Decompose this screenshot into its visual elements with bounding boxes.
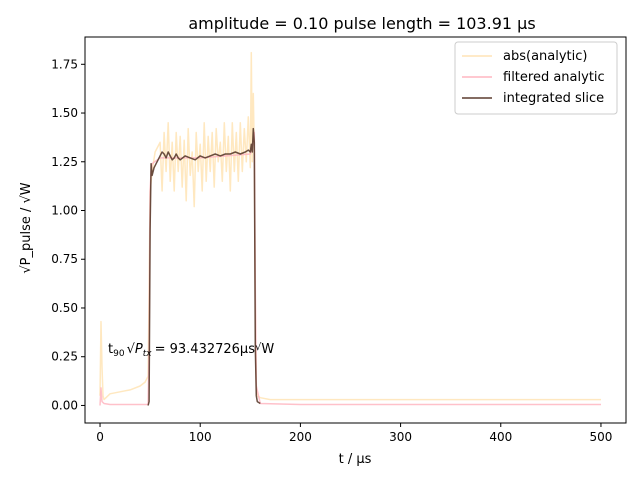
annot-p: P (135, 342, 143, 357)
x-axis-label: t / μs (339, 452, 372, 467)
chart-title: amplitude = 0.10 pulse length = 103.91 μ… (188, 14, 535, 33)
plot-area: 0 100 200 300 400 500 0.00 0.25 0.50 0.75 1.00 1.2… (51, 36, 627, 444)
y-tick-label: 1.00 (51, 204, 78, 218)
series-line-integrated-slice (147, 127, 261, 406)
legend-label: filtered analytic (503, 70, 605, 85)
legend-label: abs(analytic) (503, 49, 587, 64)
y-axis-label-text: √P_pulse / √W (19, 182, 34, 273)
annot-sqrt: √ (127, 342, 136, 357)
legend: abs(analytic) filtered analytic integrated… (454, 41, 618, 115)
annot-unit-sqrt: √ (255, 342, 262, 353)
y-tick-label: 0.75 (51, 252, 78, 266)
series-line-filtered-analytic (99, 131, 601, 406)
x-tick-label: 200 (289, 430, 312, 444)
y-tick-label: 0.25 (51, 350, 78, 364)
t90-annotation: t90 √Ptx = 93.432726μs√W (108, 342, 274, 359)
t90-annotation-text: t90 √Ptx = 93.432726μs√W (108, 342, 274, 359)
annot-p-sub: tx (143, 349, 153, 359)
y-tick-label: 1.50 (51, 106, 78, 120)
y-tick-label: 1.75 (51, 57, 78, 71)
x-axis-ticks: 0 100 200 300 400 500 (96, 423, 612, 444)
x-tick-label: 0 (96, 430, 104, 444)
x-tick-label: 500 (590, 430, 613, 444)
x-tick-label: 100 (189, 430, 212, 444)
x-tick-label: 400 (489, 430, 512, 444)
series-layer (99, 51, 601, 406)
legend-label: integrated slice (503, 91, 604, 106)
legend-box (454, 41, 618, 115)
annot-value: = 93.432726μs (155, 342, 256, 357)
annot-t: t (108, 342, 113, 357)
annot-t-sub: 90 (113, 349, 125, 359)
y-axis-label: √P_pulse / √W (19, 182, 34, 273)
axes-frame (84, 36, 627, 424)
annot-unit: W (261, 342, 274, 357)
y-tick-label: 0.00 (51, 398, 78, 412)
y-tick-label: 1.25 (51, 155, 78, 169)
y-axis-ticks: 0.00 0.25 0.50 0.75 1.00 1.25 1.50 1.75 (51, 57, 85, 412)
x-tick-label: 300 (389, 430, 412, 444)
y-tick-label: 0.50 (51, 301, 78, 315)
